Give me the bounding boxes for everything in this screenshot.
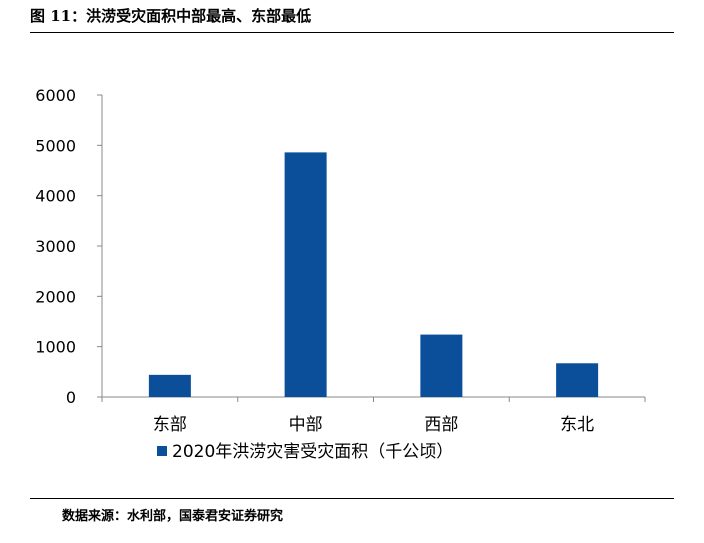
bar-3 <box>420 334 463 397</box>
bar-chart: 0 1000 2000 3000 4000 5000 6000 东部 中部 西部 东北 2020年洪涝… <box>35 86 646 462</box>
x-category-label: 中部 <box>289 415 323 435</box>
bar-2 <box>284 152 327 397</box>
y-tick-label: 2000 <box>35 287 76 306</box>
y-tick-label: 5000 <box>35 136 76 155</box>
y-tick-label: 3000 <box>35 237 76 256</box>
bottom-rule <box>30 498 674 499</box>
bar-1 <box>148 374 191 397</box>
top-rule <box>30 32 674 33</box>
bar-4 <box>556 363 599 397</box>
x-category-label: 西部 <box>424 415 458 435</box>
y-tick-label: 1000 <box>35 338 76 357</box>
x-category-label: 东部 <box>153 415 187 435</box>
y-tick-label: 6000 <box>35 86 76 105</box>
legend-label: 2020年洪涝灾害受灾面积（千公顷） <box>172 442 453 462</box>
y-tick-label: 4000 <box>35 187 76 206</box>
x-category-label: 东北 <box>560 415 594 435</box>
y-tick-label: 0 <box>66 388 76 407</box>
figure-title: 图 11：洪涝受灾面积中部最高、东部最低 <box>30 7 312 25</box>
legend-swatch <box>157 446 167 456</box>
data-source: 数据来源：水利部，国泰君安证券研究 <box>62 509 284 524</box>
